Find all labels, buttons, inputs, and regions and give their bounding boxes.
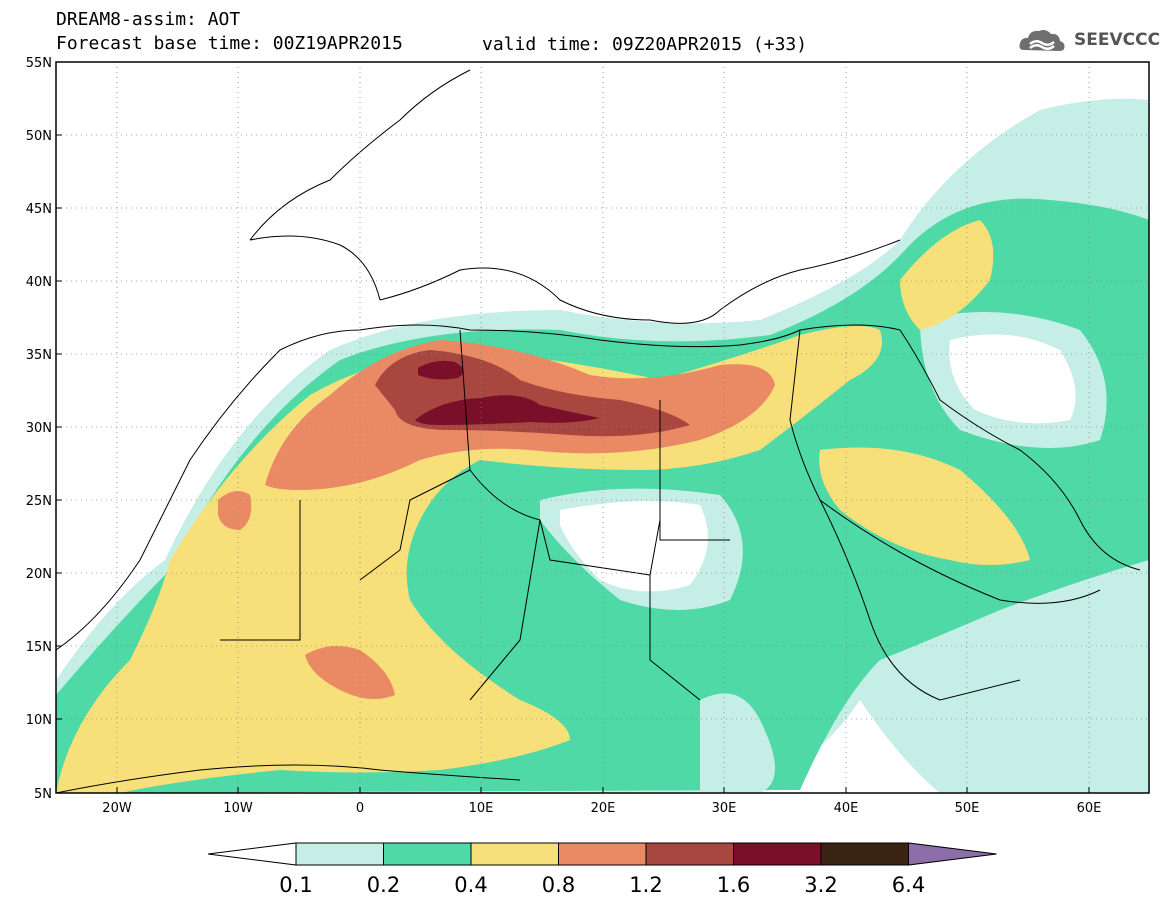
lon-labels: 20W 10W 0 10E 20E 30E 40E 50E 60E [102, 801, 1101, 816]
lat-label: 25N [26, 494, 52, 509]
lon-label: 10W [223, 801, 253, 816]
aot-level-0.1-east-africa [700, 693, 775, 793]
aot-level-0-arabia [949, 334, 1076, 424]
lon-label: 10E [469, 801, 494, 816]
lon-label: 20E [591, 801, 616, 816]
aot-level-0.8-west [218, 491, 252, 530]
colorbar-bin [820, 842, 909, 866]
aot-level-1.6-north [418, 360, 464, 380]
colorbar-label: 6.4 [892, 873, 925, 897]
lat-label: 10N [26, 713, 52, 728]
lat-label: 20N [26, 567, 52, 582]
coastline-africa [56, 324, 1021, 793]
aot-level-0.4-levant [900, 220, 994, 330]
lat-label: 40N [26, 275, 52, 290]
valid-time: valid time: 09Z20APR2015 (+33) [482, 34, 808, 55]
colorbar-bin [470, 842, 559, 866]
logo-text: SEEVCCC [1074, 30, 1161, 50]
lat-label: 55N [26, 56, 52, 71]
lon-label: 20W [102, 801, 132, 816]
cloud-logo-icon [1019, 30, 1065, 51]
lat-label: 35N [26, 348, 52, 363]
lon-label: 40E [834, 801, 859, 816]
colorbar-bin [733, 842, 822, 866]
coastline-arabia [799, 324, 1141, 604]
aot-level-0-sahara [560, 501, 708, 592]
lon-label: 0 [356, 801, 364, 816]
coastline-europe [249, 69, 901, 324]
lat-label: 50N [26, 129, 52, 144]
tick-marks [56, 61, 1090, 794]
lat-labels: 55N 50N 45N 40N 35N 30N 25N 20N 15N 10N … [26, 56, 52, 802]
forecast-base-time: Forecast base time: 00Z19APR2015 [56, 33, 403, 54]
colorbar-bin [558, 842, 647, 866]
lon-label: 30E [712, 801, 737, 816]
colorbar-label: 0.4 [454, 873, 487, 897]
aot-level-0.8-sahel [305, 646, 395, 699]
border-lines [220, 329, 730, 701]
colorbar-label: 0.1 [279, 873, 312, 897]
coastlines [56, 69, 1141, 793]
lon-label: 50E [955, 801, 980, 816]
colorbar-bin [645, 842, 734, 866]
aot-level-0.4-arabia [819, 447, 1030, 565]
colorbar-label: 0.8 [542, 873, 575, 897]
colorbar-high-arrow [908, 842, 997, 866]
colorbar-bin [383, 842, 472, 866]
colorbar-label: 1.2 [629, 873, 662, 897]
gridlines [56, 62, 1149, 793]
colorbar-bin [295, 842, 384, 866]
map-title: DREAM8-assim: AOT [56, 9, 241, 30]
aot-field [56, 62, 1149, 793]
colorbar-label: 1.6 [717, 873, 750, 897]
lat-label: 45N [26, 202, 52, 217]
lat-label: 15N [26, 640, 52, 655]
lat-label: 5N [34, 787, 52, 802]
lon-label: 60E [1077, 801, 1102, 816]
colorbar: 0.1 0.2 0.4 0.8 1.2 1.6 3.2 6.4 [207, 842, 997, 897]
colorbar-low-arrow [207, 842, 297, 866]
colorbar-label: 0.2 [367, 873, 400, 897]
lat-label: 30N [26, 421, 52, 436]
colorbar-label: 3.2 [804, 873, 837, 897]
aot-level-1.6 [415, 395, 600, 425]
